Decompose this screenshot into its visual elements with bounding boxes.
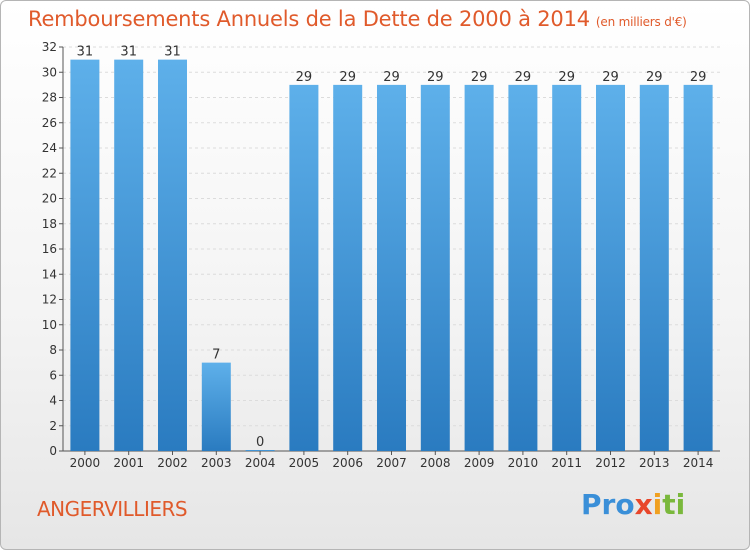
x-tick-label-2002: 2002 (157, 456, 188, 470)
x-tick-label-2013: 2013 (639, 456, 670, 470)
logo-part-4: ti (662, 488, 686, 521)
x-tick-label-2005: 2005 (289, 456, 320, 470)
x-tick-label-2009: 2009 (464, 456, 495, 470)
y-tick-label: 16 (42, 242, 57, 256)
value-label-2001: 31 (120, 45, 137, 60)
y-tick-label: 6 (49, 368, 57, 382)
bar-2012 (596, 84, 625, 451)
bar-2009 (464, 84, 494, 451)
value-label-2008: 29 (427, 70, 444, 85)
bar-2007 (377, 84, 406, 451)
x-tick-label-2000: 2000 (70, 456, 101, 470)
chart-subtitle: (en milliers d'€) (595, 15, 687, 29)
x-tick-label-2007: 2007 (376, 456, 407, 470)
x-tick-label-2004: 2004 (245, 456, 276, 470)
value-label-2012: 29 (602, 70, 619, 85)
logo-part-1: Pro (581, 488, 635, 521)
commune-name: ANGERVILLIERS (37, 497, 188, 521)
x-tick-label-2001: 2001 (113, 456, 144, 470)
bar-2010 (508, 84, 538, 451)
y-tick-label: 14 (42, 267, 57, 281)
value-label-2006: 29 (339, 70, 356, 85)
x-tick-label-2011: 2011 (551, 456, 582, 470)
bar-2006 (333, 84, 363, 451)
y-tick-label: 22 (42, 166, 57, 180)
value-label-2011: 29 (558, 70, 575, 85)
bar-2000 (70, 59, 100, 451)
chart-title: Remboursements Annuels de la Dette de 20… (28, 7, 687, 31)
value-label-2003: 7 (212, 348, 220, 363)
value-label-2013: 29 (646, 70, 663, 85)
value-label-2005: 29 (296, 70, 313, 85)
x-tick-label-2003: 2003 (201, 456, 232, 470)
bar-2004 (245, 450, 275, 451)
y-tick-label: 30 (42, 65, 57, 79)
y-tick-label: 8 (49, 343, 57, 357)
logo-part-2: x (634, 488, 653, 521)
logo-part-3: i (652, 488, 663, 521)
bar-2011 (552, 84, 582, 451)
bar-2005 (289, 84, 319, 451)
bar-2001 (114, 59, 144, 451)
y-tick-label: 4 (49, 394, 57, 408)
value-label-2002: 31 (164, 45, 181, 60)
x-tick-label-2006: 2006 (332, 456, 363, 470)
x-tick-label-2014: 2014 (683, 456, 714, 470)
y-tick-label: 26 (42, 116, 57, 130)
y-tick-label: 10 (42, 318, 57, 332)
x-tick-label-2008: 2008 (420, 456, 451, 470)
bars (70, 59, 713, 451)
bar-2002 (158, 59, 187, 451)
y-tick-label: 0 (49, 444, 57, 458)
y-tick-label: 32 (42, 40, 57, 54)
value-label-2004: 0 (256, 435, 264, 450)
y-tick-label: 24 (42, 141, 57, 155)
value-label-2009: 29 (471, 70, 488, 85)
y-tick-label: 18 (42, 217, 57, 231)
bar-2013 (639, 84, 669, 451)
value-label-2007: 29 (383, 70, 400, 85)
x-tick-label-2012: 2012 (595, 456, 626, 470)
value-label-2014: 29 (690, 70, 707, 85)
y-tick-label: 2 (49, 419, 57, 433)
y-tick-label: 20 (42, 192, 57, 206)
bar-2003 (201, 362, 231, 451)
bar-2014 (683, 84, 713, 451)
proxiti-logo: Proxiti (581, 488, 685, 521)
x-tick-label-2010: 2010 (508, 456, 539, 470)
y-tick-label: 28 (42, 91, 57, 105)
y-tick-label: 12 (42, 293, 57, 307)
bar-2008 (420, 84, 450, 451)
value-label-2000: 31 (77, 45, 94, 60)
chart-title-text: Remboursements Annuels de la Dette de 20… (28, 7, 590, 31)
value-label-2010: 29 (515, 70, 532, 85)
